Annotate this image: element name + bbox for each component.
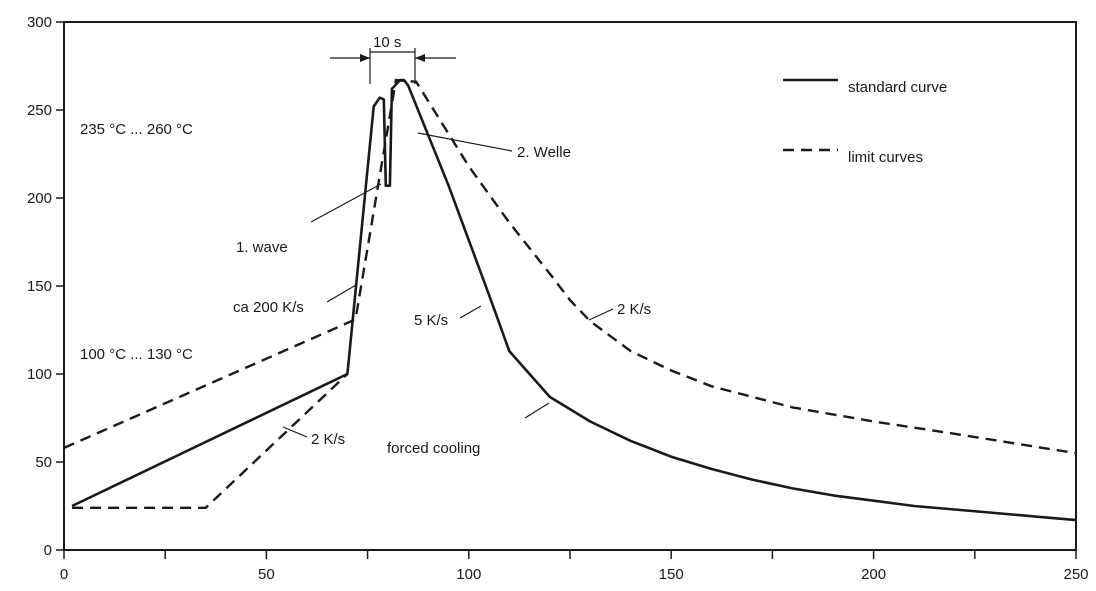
- plot-frame: [63, 21, 1077, 551]
- forced-cooling-leader: [524, 402, 550, 419]
- second-wave-label: 2. Welle: [517, 144, 571, 161]
- y-tick-label: 100: [27, 366, 52, 383]
- y-tick-label: 50: [35, 454, 52, 471]
- plot-border: [63, 21, 1077, 551]
- standard-curve: [71, 78, 1077, 522]
- first-wave-label: 1. wave: [236, 239, 288, 256]
- y-tick-label: 150: [27, 278, 52, 295]
- cooling-rate-label: 5 K/s: [414, 312, 448, 329]
- limit-cooling-rate-leader: [588, 308, 614, 321]
- x-tick-label: 100: [456, 566, 481, 583]
- y-tick-label: 0: [44, 542, 52, 559]
- preheat-temp-range-label: 100 °C ... 130 °C: [80, 346, 193, 363]
- first-wave-leader: [310, 183, 382, 223]
- x-tick-label: 50: [258, 566, 275, 583]
- peak-temp-range-label: 235 °C ... 260 °C: [80, 121, 193, 138]
- preheat-rate-label: 2 K/s: [311, 431, 345, 448]
- legend-label-standard: standard curve: [848, 79, 947, 96]
- y-tick-label: 300: [27, 14, 52, 31]
- cooling-rate-leader: [459, 305, 482, 319]
- y-tick-label: 200: [27, 190, 52, 207]
- preheat-rate-leader: [282, 426, 308, 438]
- series-layer: [63, 78, 1077, 522]
- x-axis: 0 50 100 150 200 250: [60, 550, 1089, 583]
- legend-label-limit: limit curves: [848, 149, 923, 166]
- limit-curve-1: [63, 78, 1077, 455]
- x-tick-label: 200: [861, 566, 886, 583]
- x-tick-label: 0: [60, 566, 68, 583]
- legend: standard curve limit curves: [783, 78, 947, 166]
- ten-s-arrowhead-left: [360, 54, 370, 62]
- x-tick-label: 250: [1063, 566, 1088, 583]
- forced-cooling-label: forced cooling: [387, 440, 480, 457]
- y-tick-label: 250: [27, 102, 52, 119]
- ramp-rate-label: ca 200 K/s: [233, 299, 304, 316]
- second-wave-leader: [417, 132, 513, 152]
- limit-cooling-rate-label: 2 K/s: [617, 301, 651, 318]
- ten-s-label: 10 s: [373, 34, 401, 51]
- annotations: 10 s 235 °C ... 260 °C 2. Welle 1. wave …: [80, 34, 651, 457]
- ramp-rate-leader: [326, 284, 357, 303]
- limit-curve-2: [72, 373, 349, 509]
- y-axis: 0 50 100 150 200 250 300: [27, 14, 64, 559]
- x-tick-label: 150: [659, 566, 684, 583]
- ten-s-arrowhead-right: [415, 54, 425, 62]
